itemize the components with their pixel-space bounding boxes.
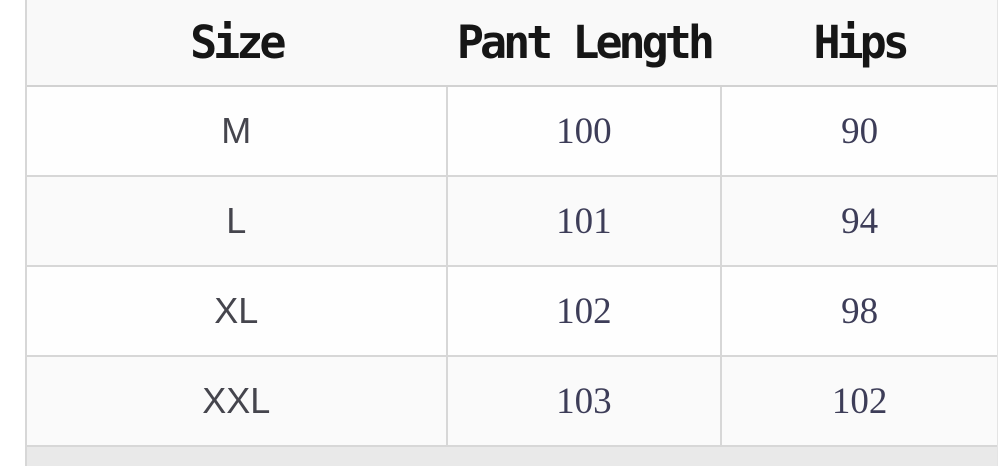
table-row-l: L 101 94 (27, 177, 997, 267)
cell-size-m: M (27, 87, 446, 175)
hips-value: 102 (831, 380, 888, 422)
size-label: M (221, 110, 252, 151)
table-header-row: Size Pant Length Hips (27, 0, 997, 87)
cell-pant-length-m: 100 (445, 87, 723, 175)
size-label: XXL (202, 380, 271, 421)
hips-value: 98 (841, 290, 879, 332)
cell-pant-length-xxl: 103 (445, 357, 723, 445)
cell-size-l: L (27, 177, 446, 265)
cell-hips-l: 94 (722, 177, 997, 265)
pant-length-value: 100 (556, 110, 612, 152)
table-row-m: M 100 90 (27, 87, 997, 177)
hips-value: 94 (841, 200, 879, 242)
pant-length-value: 103 (556, 380, 612, 422)
table-row-xxl: XXL 103 102 (27, 357, 997, 447)
cell-hips-xxl: 102 (722, 357, 997, 445)
table-row-xl: XL 102 98 (27, 267, 997, 357)
header-hips: Hips (813, 16, 909, 69)
cell-hips-m: 90 (722, 87, 997, 175)
cell-size-xl: XL (27, 267, 446, 355)
cell-pant-length-l: 101 (445, 177, 723, 265)
hips-value: 90 (841, 110, 879, 152)
pant-length-value: 101 (556, 200, 612, 242)
size-label: L (226, 200, 247, 241)
size-chart-table: Size Pant Length Hips M 100 90 L 101 94 … (25, 0, 998, 466)
header-pant-length: Pant Length (456, 16, 715, 69)
size-label: XL (214, 290, 259, 331)
cell-size-xxl: XXL (27, 357, 446, 445)
header-size: Size (190, 16, 286, 69)
cropped-next-row (27, 447, 997, 466)
cell-hips-xl: 98 (722, 267, 997, 355)
pant-length-value: 102 (556, 290, 612, 332)
cell-pant-length-xl: 102 (445, 267, 723, 355)
